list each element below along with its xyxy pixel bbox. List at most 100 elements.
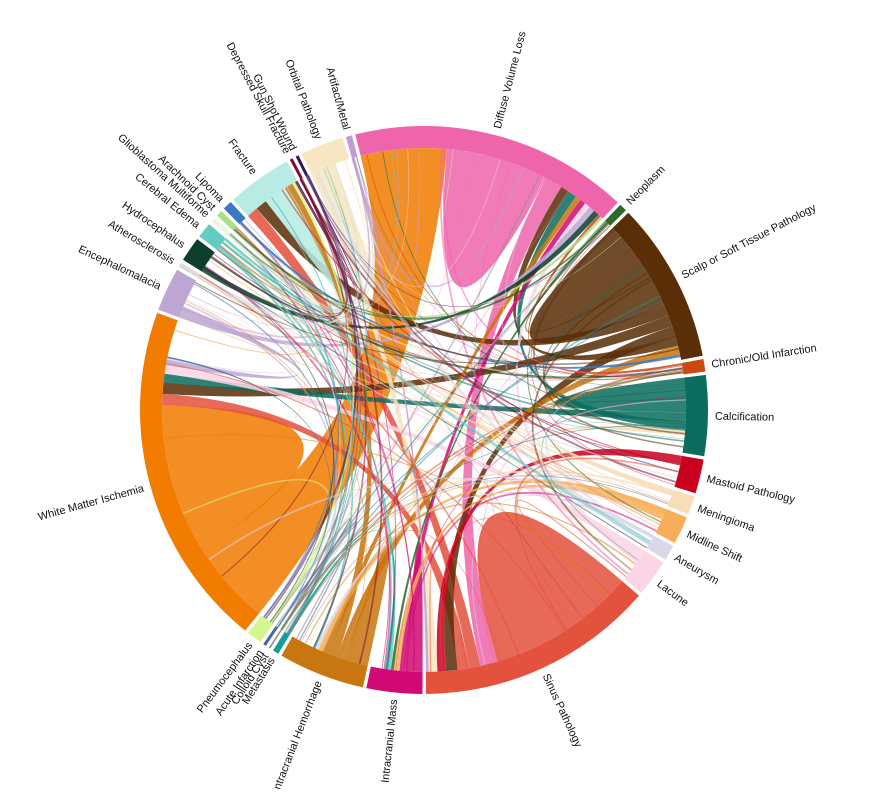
group-arc-aneurysm[interactable] bbox=[646, 535, 674, 560]
group-arc-fracture[interactable] bbox=[233, 161, 298, 216]
chord-thin-link-104 bbox=[229, 190, 342, 313]
chord-thin-link-137 bbox=[281, 189, 681, 466]
chord-thin-link-147 bbox=[179, 316, 666, 513]
chord-thin-link-44 bbox=[221, 178, 348, 577]
group-label-mastoid-pathology: Mastoid Pathology bbox=[705, 473, 796, 506]
chord-thin-link-155 bbox=[281, 425, 686, 630]
group-arc-atherosclerosis[interactable] bbox=[178, 262, 200, 278]
chord-thin-link-47 bbox=[337, 365, 683, 658]
group-label-chronic-old-infarction: Chronic/Old Infarction bbox=[711, 342, 818, 371]
group-arc-metastasis[interactable] bbox=[272, 631, 290, 654]
group-label-fracture: Fracture bbox=[225, 137, 259, 177]
group-arc-neoplasm[interactable] bbox=[605, 204, 626, 226]
group-arc-lipoma[interactable] bbox=[223, 201, 246, 225]
group-label-sinus-pathology: Sinus Pathology bbox=[540, 672, 584, 750]
chord-thin-link-4 bbox=[530, 225, 676, 486]
ribbons-layer bbox=[162, 148, 687, 672]
chord-thin-link-126 bbox=[301, 529, 502, 661]
group-arc-lacune[interactable] bbox=[624, 550, 664, 593]
chord-thin-link-101 bbox=[439, 148, 629, 575]
group-arc-orbital-pathology[interactable] bbox=[301, 137, 349, 174]
chord-thin-link-151 bbox=[213, 177, 348, 318]
group-label-midline-shift: Midline Shift bbox=[685, 529, 744, 565]
group-arc-colloid-cyst[interactable] bbox=[268, 629, 282, 649]
chord-thin-link-141 bbox=[307, 175, 611, 307]
chord-thin-link-108 bbox=[479, 364, 683, 663]
chord-thin-link-144 bbox=[186, 298, 651, 543]
chord-thin-link-93 bbox=[351, 148, 420, 283]
chord-thin-link-91 bbox=[533, 228, 685, 435]
group-arc-encephalomalacia[interactable] bbox=[158, 269, 197, 318]
group-label-white-matter-ischemia: White Matter Ischemia bbox=[37, 482, 147, 523]
chord-thin-link-146 bbox=[204, 266, 335, 623]
chord-thin-link-148 bbox=[317, 170, 652, 542]
chord-thin-link-157 bbox=[188, 149, 400, 331]
chord-ribbon-5 bbox=[462, 178, 562, 666]
chord-thin-link-86 bbox=[235, 226, 415, 672]
chord-thin-link-87 bbox=[163, 434, 609, 597]
group-arc-diffuse-volume-loss[interactable] bbox=[355, 126, 618, 219]
group-arc-glioblastoma-multiforme[interactable] bbox=[211, 218, 231, 237]
group-arc-hydrocephalus[interactable] bbox=[182, 239, 215, 272]
chord-ribbon-40 bbox=[233, 216, 603, 318]
group-arc-intracranial-mass[interactable] bbox=[366, 666, 423, 694]
chord-thin-link-17 bbox=[204, 265, 392, 670]
chord-thin-link-107 bbox=[554, 389, 686, 404]
chord-ribbon-1 bbox=[162, 405, 304, 549]
group-label-aneurysm: Aneurysm bbox=[672, 552, 721, 587]
chord-thin-link-153 bbox=[514, 457, 679, 631]
group-label-scalp-or-soft-tissue-pathology: Scalp or Soft Tissue Pathology bbox=[680, 202, 819, 282]
chord-thin-link-132 bbox=[203, 175, 349, 322]
group-arc-pneumocephalus[interactable] bbox=[247, 615, 274, 643]
chord-thin-link-75 bbox=[304, 502, 637, 644]
arcs-layer bbox=[139, 126, 709, 694]
chord-thin-link-69 bbox=[188, 293, 645, 554]
group-arc-calcification[interactable] bbox=[682, 374, 709, 457]
group-arc-artifact-metal[interactable] bbox=[345, 135, 358, 159]
chord-thin-link-88 bbox=[395, 255, 636, 671]
group-label-intracranial-hemorrhage: Intracranial Hemorrhage bbox=[271, 679, 325, 789]
group-arc-midline-shift[interactable] bbox=[655, 509, 687, 544]
group-arc-cerebral-edema[interactable] bbox=[199, 224, 226, 250]
chord-thin-link-136 bbox=[276, 186, 354, 628]
group-arc-white-matter-ischemia[interactable] bbox=[139, 312, 259, 631]
group-arc-meningioma[interactable] bbox=[667, 489, 695, 515]
chord-ribbon-34 bbox=[315, 492, 654, 650]
group-arc-chronic-old-infarction[interactable] bbox=[681, 359, 706, 375]
group-label-diffuse-volume-loss: Diffuse Volume Loss bbox=[492, 30, 529, 130]
group-arc-arachnoid-cyst[interactable] bbox=[217, 210, 238, 231]
chord-thin-link-50 bbox=[194, 282, 669, 505]
chord-thin-link-51 bbox=[239, 166, 361, 305]
chord-thin-link-120 bbox=[271, 517, 352, 631]
chord-thin-link-115 bbox=[224, 239, 392, 670]
chord-thin-link-66 bbox=[531, 279, 652, 571]
group-arc-mastoid-pathology[interactable] bbox=[674, 455, 704, 494]
group-label-calcification: Calcification bbox=[715, 411, 775, 424]
chord-ribbon-15 bbox=[163, 373, 686, 421]
group-label-lacune: Lacune bbox=[654, 578, 690, 609]
group-arc-scalp-or-soft-tissue-pathology[interactable] bbox=[612, 212, 703, 360]
group-arc-intracranial-hemorrhage[interactable] bbox=[281, 636, 368, 688]
chord-thin-link-97 bbox=[442, 148, 683, 376]
chord-thin-link-106 bbox=[403, 396, 686, 672]
group-label-intracranial-mass: Intracranial Mass bbox=[380, 698, 401, 783]
chord-thin-link-134 bbox=[545, 399, 686, 538]
chord-thin-link-152 bbox=[277, 475, 669, 628]
group-label-meningioma: Meningioma bbox=[696, 503, 757, 535]
group-arc-gun-shot-wound[interactable] bbox=[295, 155, 309, 177]
chord-thin-link-56 bbox=[182, 479, 332, 624]
chord-thin-link-139 bbox=[185, 300, 367, 661]
group-arc-acute-infarction[interactable] bbox=[263, 625, 279, 646]
chord-thin-link-81 bbox=[502, 177, 651, 542]
chord-thin-link-23 bbox=[263, 191, 569, 618]
group-arc-sinus-pathology[interactable] bbox=[425, 581, 639, 694]
chord-thin-link-124 bbox=[544, 364, 683, 538]
chord-thin-link-122 bbox=[183, 305, 674, 493]
chord-ribbon-33 bbox=[528, 214, 683, 374]
chord-thin-link-123 bbox=[263, 175, 357, 618]
group-arc-depressed-skull-fracture[interactable] bbox=[289, 158, 303, 180]
chord-thin-link-127 bbox=[356, 156, 685, 387]
chord-thin-link-149 bbox=[225, 238, 651, 543]
chord-thin-link-45 bbox=[341, 486, 662, 659]
